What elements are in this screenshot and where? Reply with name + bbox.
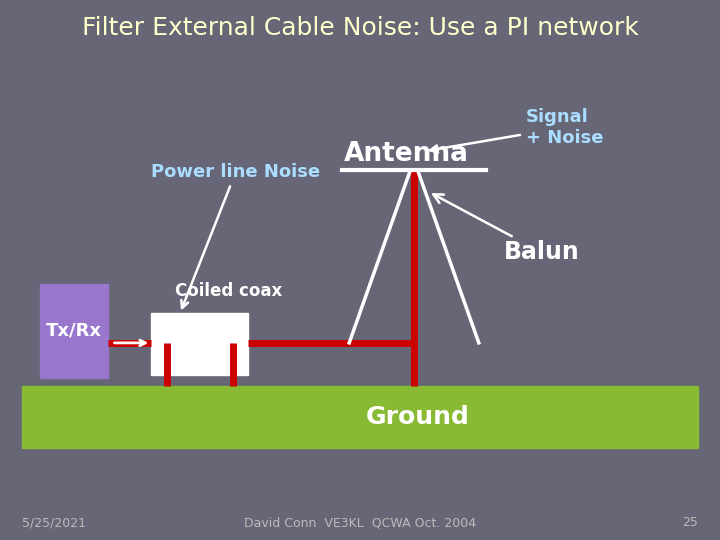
Text: Tx/Rx: Tx/Rx [46, 322, 102, 340]
Text: Filter External Cable Noise: Use a PI network: Filter External Cable Noise: Use a PI ne… [81, 16, 639, 40]
Text: Power line Noise: Power line Noise [151, 163, 320, 308]
Text: 25: 25 [683, 516, 698, 529]
Bar [40, 284, 108, 378]
Text: Coiled coax: Coiled coax [175, 282, 282, 300]
Text: Ground: Ground [366, 405, 469, 429]
Bar [151, 313, 248, 375]
Text: Signal
+ Noise: Signal + Noise [431, 108, 603, 153]
Text: David Conn  VE3KL  QCWA Oct. 2004: David Conn VE3KL QCWA Oct. 2004 [244, 516, 476, 529]
Text: Antenna: Antenna [344, 141, 469, 167]
Bar [22, 386, 698, 448]
Text: 5/25/2021: 5/25/2021 [22, 516, 86, 529]
Text: Balun: Balun [433, 194, 580, 264]
